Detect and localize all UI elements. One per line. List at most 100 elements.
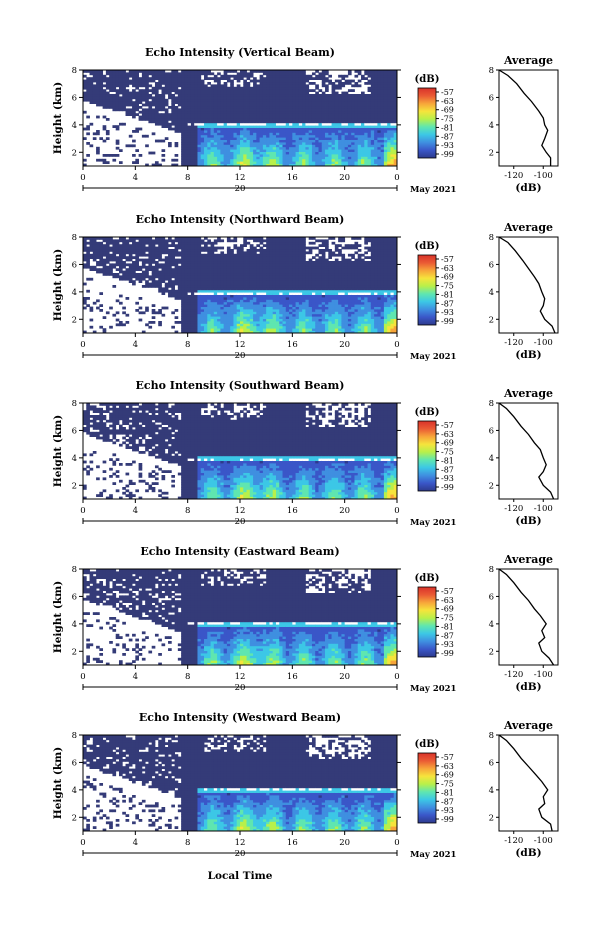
heatmap-cell	[194, 253, 198, 257]
heatmap-cell	[262, 98, 267, 102]
heatmap-cell	[177, 282, 182, 286]
heatmap-cell	[207, 268, 211, 271]
heatmap-cell	[243, 101, 247, 104]
heatmap-cell	[135, 130, 139, 133]
heatmap-cell	[190, 132, 195, 136]
heatmap-cell	[272, 156, 277, 160]
heatmap-cell	[194, 134, 198, 138]
heatmap-cell	[361, 144, 365, 148]
heatmap-cell	[210, 154, 215, 157]
heatmap-cell	[262, 299, 267, 303]
heatmap-cell	[259, 287, 264, 291]
heatmap-cell	[289, 125, 293, 128]
heatmap-cell	[328, 101, 332, 104]
heatmap-cell	[240, 304, 244, 307]
heatmap-cell	[354, 110, 359, 114]
heatmap-cell	[187, 239, 192, 243]
heatmap-cell	[230, 273, 234, 276]
heatmap-cell	[181, 297, 185, 300]
heatmap-cell	[390, 70, 395, 73]
heatmap-cell	[194, 292, 198, 295]
heatmap-cell	[315, 74, 319, 78]
heatmap-cell	[249, 91, 254, 95]
heatmap-cell	[387, 98, 391, 102]
heatmap-cell	[194, 103, 198, 107]
heatmap-cell	[132, 103, 136, 107]
heatmap-cell	[393, 118, 398, 121]
heatmap-cell	[298, 98, 303, 102]
heatmap-cell	[151, 79, 156, 83]
heatmap-cell	[109, 325, 113, 329]
heatmap-cell	[285, 103, 290, 107]
heatmap-cell	[164, 258, 169, 262]
heatmap-cell	[220, 127, 225, 131]
heatmap-cell	[334, 103, 339, 107]
heatmap-cell	[321, 151, 326, 155]
heatmap-cell	[298, 110, 303, 114]
heatmap-cell	[194, 328, 198, 331]
heatmap-cell	[187, 311, 192, 315]
heatmap-cell	[132, 154, 136, 157]
heatmap-cell	[289, 77, 293, 80]
heatmap-cell	[282, 132, 287, 136]
heatmap-cell	[279, 311, 283, 315]
heatmap-cell	[275, 280, 280, 283]
heatmap-cell	[204, 285, 208, 288]
heatmap-cell	[380, 118, 385, 121]
heatmap-cell	[99, 256, 104, 259]
heatmap-cell	[266, 323, 270, 327]
heatmap-cell	[132, 96, 136, 100]
heatmap-cell	[246, 146, 251, 150]
heatmap-cell	[289, 132, 293, 136]
heatmap-cell	[230, 299, 234, 303]
heatmap-cell	[269, 287, 274, 291]
heatmap-cell	[96, 101, 100, 104]
heatmap-cell	[308, 101, 313, 104]
heatmap-cell	[387, 149, 391, 152]
heatmap-cell	[298, 122, 303, 126]
heatmap-cell	[390, 113, 395, 116]
heatmap-cell	[279, 285, 283, 288]
heatmap-cell	[243, 292, 247, 295]
heatmap-cell	[210, 323, 215, 327]
heatmap-cell	[109, 82, 113, 85]
heatmap-cell	[361, 125, 365, 128]
heatmap-cell	[328, 139, 332, 143]
heatmap-cell	[240, 275, 244, 279]
heatmap-cell	[240, 149, 244, 152]
heatmap-cell	[295, 156, 300, 160]
heatmap-cell	[158, 139, 162, 143]
heatmap-cell	[112, 273, 117, 276]
heatmap-cell	[295, 91, 300, 95]
heatmap-cell	[334, 156, 339, 160]
heatmap-cell	[357, 106, 362, 109]
heatmap-cell	[259, 122, 264, 126]
heatmap-cell	[367, 113, 372, 116]
heatmap-cell	[347, 156, 352, 160]
heatmap-cell	[138, 318, 143, 322]
heatmap-cell	[357, 70, 362, 73]
heatmap-cell	[285, 318, 290, 322]
heatmap-cell	[256, 256, 261, 259]
heatmap-cell	[325, 106, 329, 109]
heatmap-cell	[210, 113, 215, 116]
heatmap-cell	[315, 108, 319, 112]
x-tick-label: 16	[287, 173, 298, 183]
heatmap-cell	[233, 103, 238, 107]
heatmap-cell	[138, 154, 143, 157]
heatmap-cell	[181, 239, 185, 243]
heatmap-cell	[181, 261, 185, 264]
heatmap-cell	[190, 91, 195, 95]
heatmap-cell	[370, 158, 375, 162]
heatmap-cell	[370, 106, 375, 109]
heatmap-cell	[171, 263, 175, 267]
heatmap-cell	[262, 328, 267, 331]
heatmap-cell	[181, 142, 185, 145]
heatmap-cell	[226, 151, 231, 155]
heatmap-cell	[145, 261, 149, 264]
heatmap-cell	[135, 94, 139, 97]
heatmap-cell	[279, 282, 283, 286]
heatmap-cell	[207, 301, 211, 305]
heatmap-cell	[282, 306, 287, 310]
